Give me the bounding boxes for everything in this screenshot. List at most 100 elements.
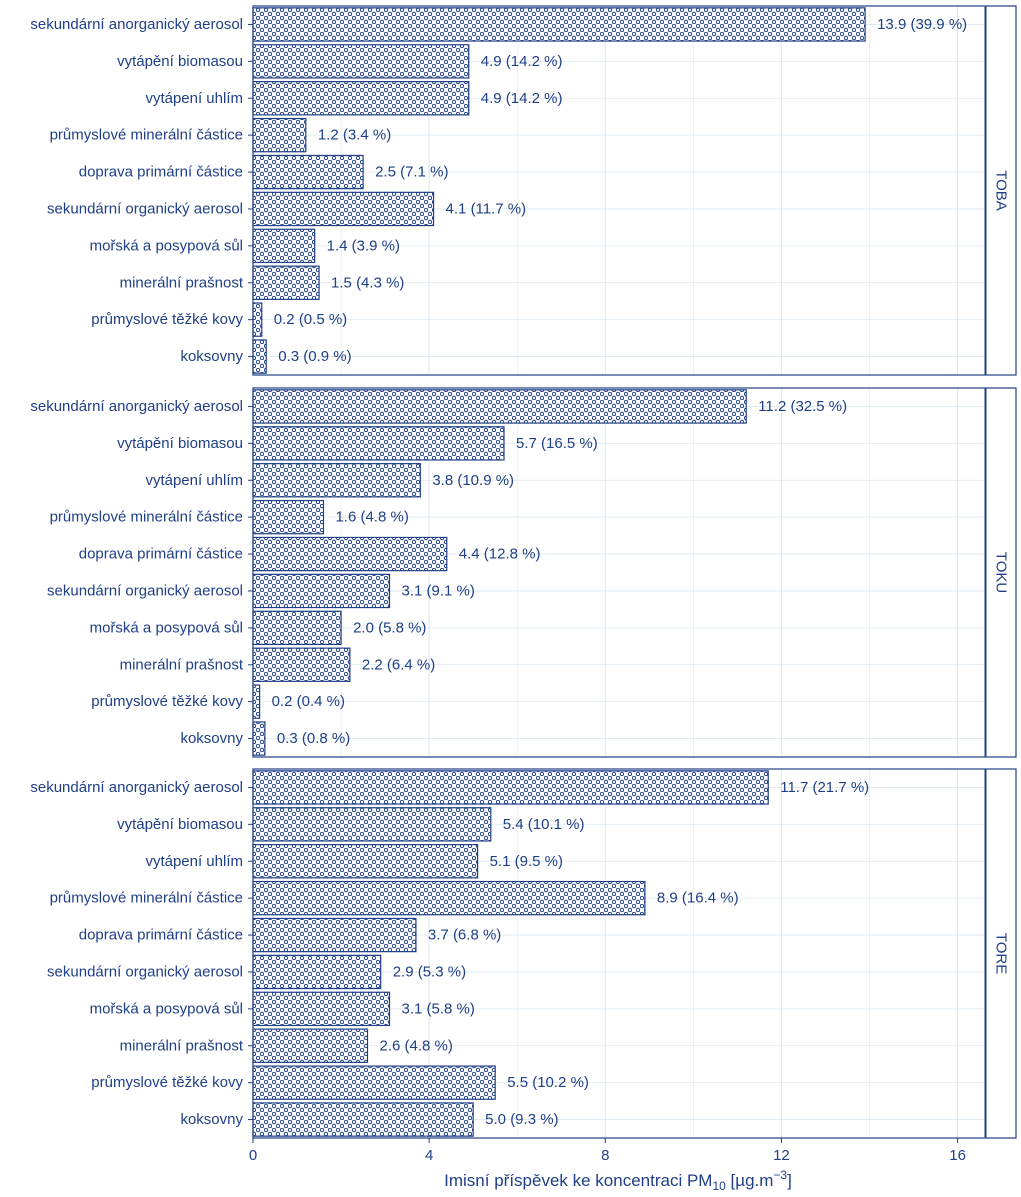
data-label: 3.8 (10.9 %) [432, 472, 514, 489]
category-label: vytápení uhlím [145, 472, 243, 489]
category-label: doprava primární částice [79, 546, 243, 563]
data-label: 1.6 (4.8 %) [335, 509, 408, 526]
bar [252, 844, 479, 879]
bar [252, 1102, 474, 1137]
x-tick-label: 8 [601, 1147, 609, 1164]
category-label: sekundární organický aerosol [47, 963, 243, 980]
bar [252, 647, 351, 682]
data-label: 4.1 (11.7 %) [446, 200, 527, 217]
bars-layer [252, 7, 866, 1137]
bar [252, 880, 646, 916]
data-label: 5.4 (10.1 %) [503, 816, 585, 833]
data-label: 1.4 (3.9 %) [327, 237, 400, 254]
bar [252, 44, 470, 79]
category-label: sekundární anorganický aerosol [30, 779, 243, 796]
category-label: sekundární anorganický aerosol [30, 398, 243, 415]
data-label: 2.9 (5.3 %) [393, 963, 466, 980]
data-label: 0.3 (0.8 %) [277, 730, 350, 747]
bar [252, 117, 307, 153]
category-label: sekundární organický aerosol [47, 582, 243, 599]
data-label: 2.5 (7.1 %) [375, 164, 448, 181]
data-label: 2.6 (4.8 %) [379, 1037, 452, 1054]
category-label: průmyslové těžké kovy [91, 693, 243, 710]
data-label: 13.9 (39.9 %) [877, 16, 967, 33]
category-label: sekundární anorganický aerosol [30, 16, 243, 33]
data-label: 0.3 (0.9 %) [278, 348, 351, 365]
category-label: doprava primární částice [79, 927, 243, 944]
category-label: vytápení uhlím [145, 853, 243, 870]
data-label: 11.7 (21.7 %) [780, 779, 869, 796]
bar [252, 463, 421, 498]
bar [252, 7, 866, 42]
data-label: 0.2 (0.5 %) [274, 311, 347, 328]
data-label: 5.7 (16.5 %) [516, 435, 598, 452]
bar [252, 917, 417, 953]
category-label: koksovny [180, 1111, 243, 1128]
data-label: 4.9 (14.2 %) [481, 90, 563, 107]
x-tick-label: 16 [949, 1147, 966, 1164]
bar [252, 807, 492, 842]
data-label: 5.1 (9.5 %) [490, 853, 563, 870]
x-tick-label: 4 [425, 1147, 433, 1164]
bar [252, 81, 470, 116]
bar [252, 1065, 496, 1100]
data-label: 3.1 (5.8 %) [402, 1000, 475, 1017]
category-label: mořská a posypová sůl [90, 237, 243, 254]
data-label: 0.2 (0.4 %) [272, 693, 345, 710]
data-label: 4.9 (14.2 %) [481, 53, 563, 70]
category-label: mořská a posypová sůl [90, 1000, 243, 1017]
category-label: vytápění biomasou [117, 435, 243, 452]
category-label: koksovny [180, 730, 243, 747]
category-label: průmyslové těžké kovy [91, 311, 243, 328]
category-label: průmyslové minerální částice [50, 509, 243, 526]
bar [252, 1028, 369, 1063]
data-label: 11.2 (32.5 %) [758, 398, 847, 415]
strip-label: TOKU [993, 552, 1010, 593]
data-label: 4.4 (12.8 %) [459, 546, 541, 563]
category-label: minerální prašnost [120, 1037, 244, 1054]
bar [252, 770, 769, 805]
bar [252, 389, 747, 424]
x-tick-label: 0 [249, 1147, 257, 1164]
data-label: 1.5 (4.3 %) [331, 274, 404, 291]
data-label: 2.0 (5.8 %) [353, 619, 426, 636]
bar [252, 426, 505, 461]
bar [252, 991, 391, 1027]
bar [252, 610, 342, 646]
category-label: vytápění biomasou [117, 816, 243, 833]
category-label: minerální prašnost [120, 656, 244, 673]
bar [252, 154, 364, 190]
category-label: koksovny [180, 348, 243, 365]
bar [252, 721, 266, 756]
data-label: 5.0 (9.3 %) [485, 1111, 558, 1128]
category-label: průmyslové minerální částice [50, 127, 243, 144]
data-label: 2.2 (6.4 %) [362, 656, 435, 673]
bar [252, 265, 320, 300]
category-label: vytápení uhlím [145, 90, 243, 107]
strip-label: TORE [993, 933, 1010, 974]
panel-border [252, 387, 1017, 758]
category-label: vytápění biomasou [117, 53, 243, 70]
bar [252, 339, 267, 374]
bar [252, 499, 325, 535]
x-axis-title: Imisní příspěvek ke koncentraci PM10 [µg… [444, 1168, 792, 1193]
frame-layer [248, 5, 1017, 1143]
strip-label: TOBA [993, 170, 1010, 211]
data-label: 3.1 (9.1 %) [402, 582, 475, 599]
data-label: 1.2 (3.4 %) [318, 127, 391, 144]
bar [252, 954, 382, 990]
bar [252, 191, 435, 227]
category-label: mořská a posypová sůl [90, 619, 243, 636]
category-label: minerální prašnost [120, 274, 244, 291]
data-label: 5.5 (10.2 %) [507, 1074, 589, 1091]
bar [252, 536, 448, 572]
bar [252, 573, 391, 609]
category-label: průmyslové těžké kovy [91, 1074, 243, 1091]
bar [252, 684, 261, 719]
category-label: doprava primární částice [79, 164, 243, 181]
bar [252, 228, 316, 264]
data-label: 3.7 (6.8 %) [428, 927, 501, 944]
labels-layer: sekundární anorganický aerosol 13.9 (39.9… [30, 16, 1009, 1164]
category-label: sekundární organický aerosol [47, 200, 243, 217]
